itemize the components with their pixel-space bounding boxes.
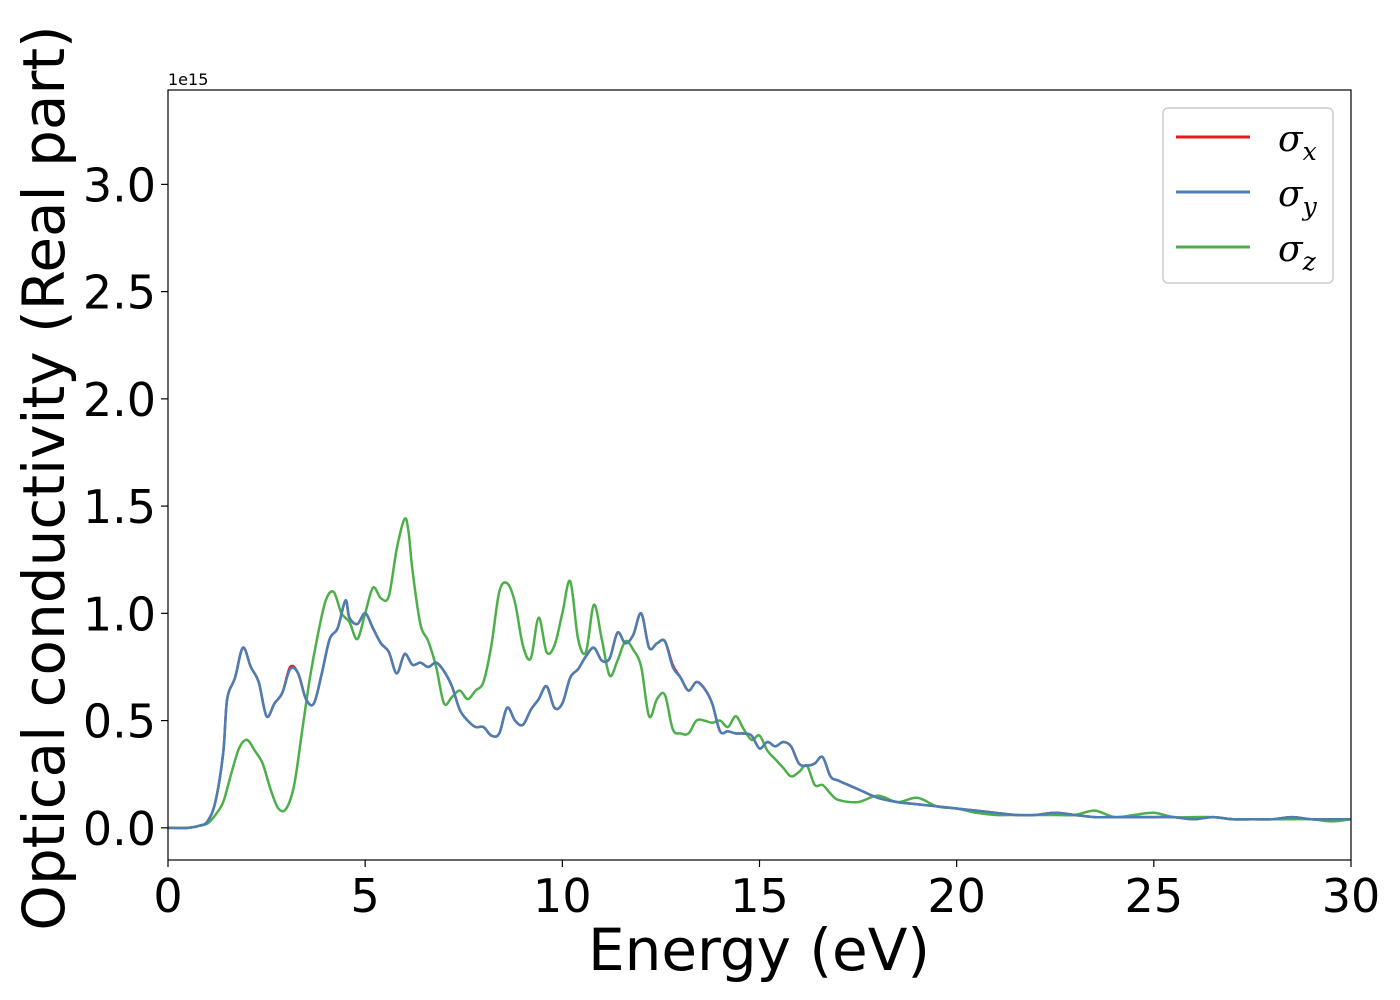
x-axis-title: Energy (eV) [588,916,930,984]
x-tick-label: 30 [1322,869,1381,923]
series-layer [167,517,1352,830]
x-axis: 0 5 10 15 20 25 30 [153,860,1380,923]
legend-label-x: σx [1278,119,1317,166]
x-tick-label: 0 [153,869,182,923]
series-line-z [167,517,1352,830]
legend-label-base: σ [1278,119,1304,160]
y-tick-label: 1.5 [83,480,156,534]
legend-label-base: σ [1278,229,1304,270]
legend-label-sub: y [1302,192,1318,221]
x-tick-label: 15 [730,869,789,923]
y-axis: 0.0 0.5 1.0 1.5 2.0 2.5 3.0 [83,158,168,856]
x-tick-label: 25 [1125,869,1184,923]
legend-label-z: σz [1278,229,1317,276]
y-tick-label: 0.5 [83,695,156,749]
x-tick-label: 20 [927,869,986,923]
x-tick-label: 10 [533,869,592,923]
legend-box [1162,107,1334,284]
legend-label-sub: z [1302,247,1317,276]
series-line-y [167,599,1351,830]
y-tick-label: 1.0 [83,587,156,641]
y-tick-label: 3.0 [83,158,156,212]
y-tick-label: 2.0 [83,373,156,427]
legend-label-sub: x [1303,137,1317,166]
y-axis-title: Optical conductivity (Real part) [10,25,78,930]
y-offset-label: 1e15 [168,70,208,89]
x-tick-label: 5 [351,869,380,923]
y-tick-label: 0.0 [83,802,156,856]
y-tick-label: 2.5 [83,266,156,320]
series-line-x [167,599,1351,830]
legend-label-base: σ [1278,174,1304,215]
legend-label-y: σy [1278,174,1318,221]
